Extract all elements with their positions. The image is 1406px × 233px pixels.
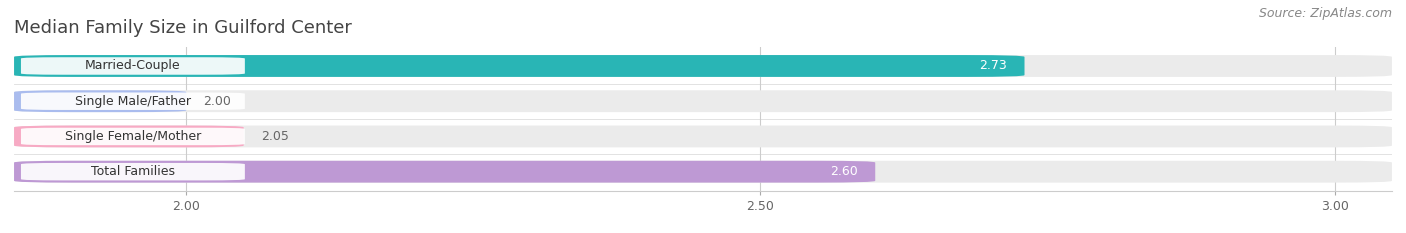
FancyBboxPatch shape (21, 93, 245, 110)
FancyBboxPatch shape (21, 57, 245, 75)
Text: 2.00: 2.00 (204, 95, 232, 108)
Text: 2.05: 2.05 (262, 130, 288, 143)
FancyBboxPatch shape (14, 90, 1392, 112)
FancyBboxPatch shape (14, 55, 1025, 77)
Text: Married-Couple: Married-Couple (86, 59, 181, 72)
Text: Total Families: Total Families (91, 165, 174, 178)
Text: Median Family Size in Guilford Center: Median Family Size in Guilford Center (14, 19, 352, 37)
FancyBboxPatch shape (21, 128, 245, 145)
FancyBboxPatch shape (14, 161, 1392, 183)
FancyBboxPatch shape (14, 161, 876, 183)
Text: Source: ZipAtlas.com: Source: ZipAtlas.com (1258, 7, 1392, 20)
FancyBboxPatch shape (14, 126, 243, 147)
FancyBboxPatch shape (14, 90, 187, 112)
FancyBboxPatch shape (14, 55, 1392, 77)
FancyBboxPatch shape (21, 163, 245, 180)
Text: 2.73: 2.73 (980, 59, 1007, 72)
Text: 2.60: 2.60 (831, 165, 858, 178)
Text: Single Male/Father: Single Male/Father (75, 95, 191, 108)
Text: Single Female/Mother: Single Female/Mother (65, 130, 201, 143)
FancyBboxPatch shape (14, 126, 1392, 147)
